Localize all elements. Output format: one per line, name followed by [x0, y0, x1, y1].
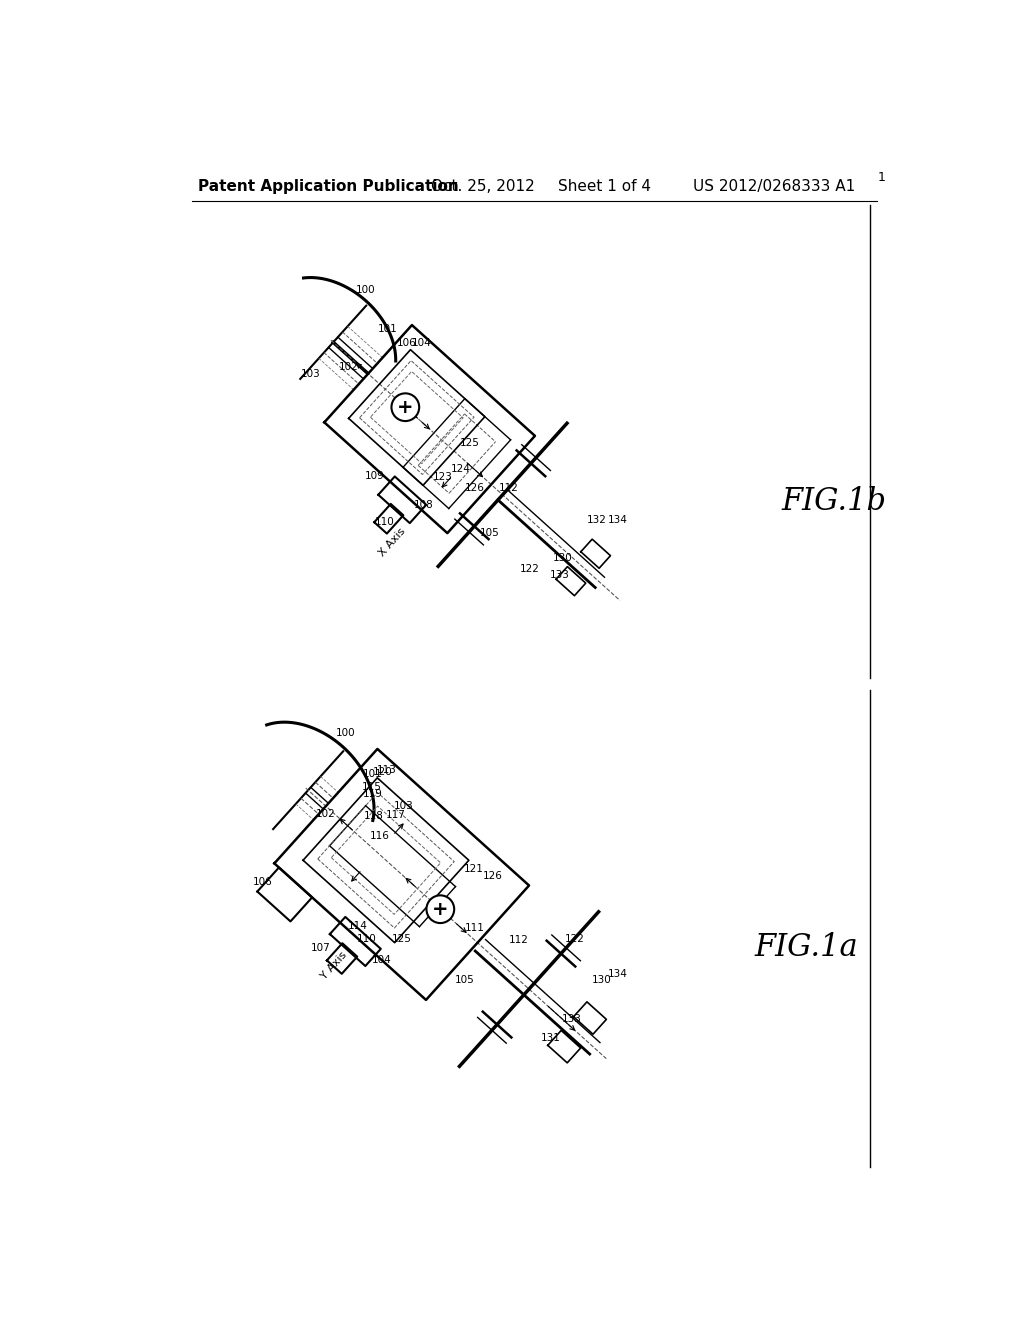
Polygon shape: [548, 1031, 581, 1063]
Text: 120: 120: [373, 767, 392, 777]
Polygon shape: [556, 566, 586, 595]
Polygon shape: [573, 1002, 606, 1035]
Text: 110: 110: [375, 516, 395, 527]
Text: 1: 1: [878, 172, 885, 185]
Text: 130: 130: [592, 975, 612, 985]
Text: 112: 112: [508, 935, 528, 945]
Text: 109: 109: [365, 471, 384, 480]
Circle shape: [391, 393, 419, 421]
Text: 107: 107: [310, 944, 330, 953]
Polygon shape: [257, 867, 312, 921]
Text: 117: 117: [386, 810, 406, 820]
Text: Patent Application Publication: Patent Application Publication: [199, 180, 459, 194]
Polygon shape: [375, 504, 403, 533]
Text: 111: 111: [465, 923, 485, 933]
Text: 134: 134: [608, 969, 628, 979]
Text: 104: 104: [372, 956, 392, 965]
Text: 108: 108: [414, 500, 434, 510]
Text: 105: 105: [455, 975, 474, 986]
Text: 112: 112: [499, 483, 519, 492]
Text: 104: 104: [413, 338, 432, 347]
Text: Y Axis: Y Axis: [319, 950, 349, 982]
Text: 119: 119: [362, 789, 383, 800]
Text: +: +: [397, 397, 414, 417]
Text: 125: 125: [391, 933, 412, 944]
Text: 126: 126: [465, 483, 484, 494]
Text: 101: 101: [378, 325, 397, 334]
Text: 103: 103: [394, 801, 414, 810]
Polygon shape: [274, 748, 529, 1001]
Text: 126: 126: [483, 871, 503, 880]
Polygon shape: [330, 917, 381, 966]
Text: 103: 103: [301, 370, 321, 379]
Text: FIG.1a: FIG.1a: [755, 932, 858, 964]
Text: Oct. 25, 2012: Oct. 25, 2012: [431, 180, 535, 194]
Polygon shape: [327, 944, 357, 974]
Text: 100: 100: [336, 727, 355, 738]
Polygon shape: [378, 477, 426, 523]
Text: 115: 115: [361, 783, 382, 792]
Text: 110: 110: [357, 933, 377, 944]
Text: 116: 116: [370, 832, 390, 841]
Text: 106: 106: [396, 338, 416, 347]
Text: 124: 124: [451, 465, 470, 474]
Text: 118: 118: [364, 812, 384, 821]
Text: 133: 133: [550, 570, 569, 581]
Text: 122: 122: [564, 933, 585, 944]
Text: 123: 123: [433, 473, 453, 482]
Text: 101: 101: [362, 768, 383, 779]
Text: 100: 100: [355, 285, 375, 296]
Text: 130: 130: [553, 553, 573, 562]
Text: 113: 113: [377, 766, 397, 775]
Text: Sheet 1 of 4: Sheet 1 of 4: [558, 180, 651, 194]
Text: 125: 125: [460, 437, 480, 447]
Text: 106: 106: [253, 876, 272, 887]
Text: 121: 121: [464, 865, 484, 874]
Circle shape: [426, 895, 455, 923]
Text: FIG.1b: FIG.1b: [781, 486, 886, 516]
Text: 105: 105: [479, 528, 499, 537]
Text: X Axis: X Axis: [377, 527, 408, 558]
Text: 133: 133: [561, 1014, 582, 1024]
Polygon shape: [325, 325, 535, 533]
Text: 134: 134: [607, 515, 628, 525]
Text: 114: 114: [348, 921, 368, 931]
Text: 102: 102: [315, 809, 336, 820]
Text: US 2012/0268333 A1: US 2012/0268333 A1: [692, 180, 855, 194]
Text: +: +: [432, 900, 449, 919]
Polygon shape: [581, 539, 610, 568]
Text: 102: 102: [339, 362, 358, 371]
Text: 122: 122: [519, 564, 540, 574]
Text: 132: 132: [587, 515, 607, 525]
Text: 131: 131: [541, 1032, 560, 1043]
